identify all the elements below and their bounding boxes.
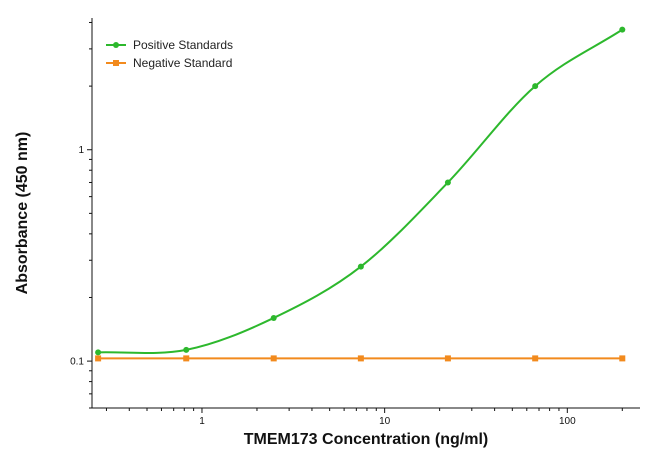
legend-label-negative-standard: Negative Standard <box>133 56 232 70</box>
data-point-negative-standard <box>619 355 626 362</box>
legend-marker-positive-standards <box>113 42 119 48</box>
legend-marker-negative-standard <box>113 60 119 66</box>
plot-area <box>91 18 640 409</box>
data-point-positive-standards <box>532 83 539 90</box>
data-point-positive-standards <box>270 314 277 321</box>
data-point-positive-standards <box>619 26 626 33</box>
data-point-positive-standards <box>183 346 190 353</box>
x-axis-ticks: 1 10 100 <box>105 408 623 427</box>
y-axis-ticks: 0.11 <box>70 21 92 409</box>
x-tick-label: 10 <box>379 416 391 427</box>
data-point-positive-standards <box>444 179 451 186</box>
data-point-negative-standard <box>444 355 451 362</box>
data-point-negative-standard <box>270 355 277 362</box>
data-point-negative-standard <box>95 355 102 362</box>
data-point-negative-standard <box>183 355 190 362</box>
x-axis-title: TMEM173 Concentration (ng/ml) <box>244 431 488 448</box>
legend: Positive Standards Negative Standard <box>106 38 233 70</box>
series-line-positive-standards <box>98 28 623 355</box>
legend-label-positive-standards: Positive Standards <box>133 38 233 52</box>
data-point-positive-standards <box>95 349 102 356</box>
y-tick-label: 0.1 <box>70 357 84 368</box>
x-tick-label: 1 <box>199 416 205 427</box>
series-layer <box>95 26 626 362</box>
data-point-negative-standard <box>357 355 364 362</box>
y-tick-label: 1 <box>78 145 84 156</box>
data-point-positive-standards <box>357 263 364 270</box>
data-point-negative-standard <box>532 355 539 362</box>
y-axis-title: Absorbance (450 nm) <box>14 132 31 295</box>
x-tick-label: 100 <box>559 416 576 427</box>
